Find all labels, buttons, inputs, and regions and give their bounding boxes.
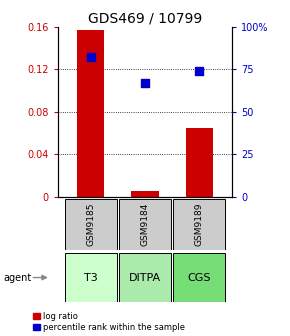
Bar [173, 199, 226, 250]
Point [88, 55, 93, 60]
Bar [173, 253, 226, 302]
Bar [119, 253, 171, 302]
Bar [119, 199, 171, 250]
Bar [186, 128, 213, 197]
Bar [64, 199, 117, 250]
Bar [64, 253, 117, 302]
Bar [77, 30, 104, 197]
Text: GSM9189: GSM9189 [195, 203, 204, 246]
Text: CGS: CGS [188, 272, 211, 283]
Bar [131, 191, 159, 197]
Text: GSM9185: GSM9185 [86, 203, 95, 246]
Point [143, 80, 147, 86]
Text: DITPA: DITPA [129, 272, 161, 283]
Text: GSM9184: GSM9184 [140, 203, 150, 246]
Text: agent: agent [3, 272, 31, 283]
Text: GDS469 / 10799: GDS469 / 10799 [88, 12, 202, 26]
Point [197, 68, 202, 74]
Text: T3: T3 [84, 272, 97, 283]
Legend: log ratio, percentile rank within the sample: log ratio, percentile rank within the sa… [33, 312, 185, 332]
